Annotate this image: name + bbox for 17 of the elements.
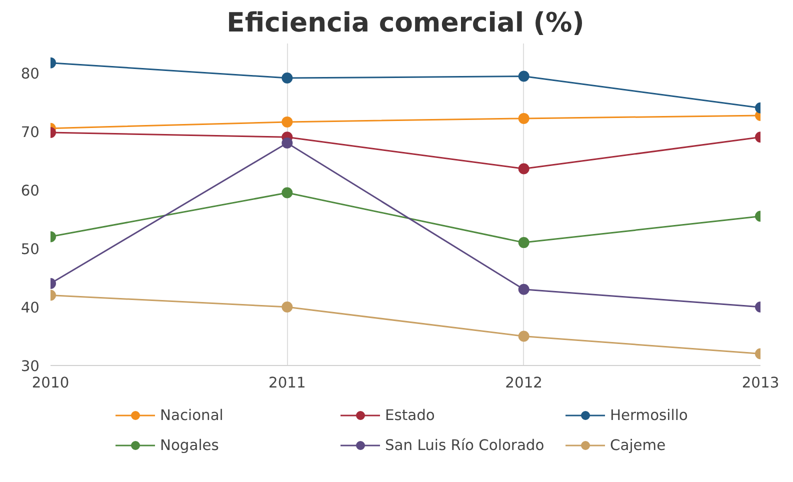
x-tick-label: 2013: [742, 374, 780, 392]
legend-label: San Luis Río Colorado: [385, 436, 546, 454]
y-tick-label: 60: [20, 182, 40, 200]
legend-label: Cajeme: [610, 436, 667, 454]
y-tick-label: 30: [20, 358, 40, 375]
legend-label: Estado: [385, 406, 436, 424]
legend-label: Nacional: [160, 406, 224, 424]
x-tick-label: 2012: [505, 374, 542, 392]
y-tick-label: 40: [20, 299, 40, 316]
x-tick-label: 2010: [32, 374, 70, 392]
legend-label: Nogales: [160, 436, 220, 454]
legend-label: Hermosillo: [610, 406, 689, 424]
y-tick-label: 80: [20, 65, 40, 82]
y-tick-label: 70: [20, 124, 40, 141]
chart-title: Eficiencia comercial (%): [226, 8, 584, 38]
y-tick-label: 50: [20, 240, 40, 258]
x-tick-label: 2011: [268, 374, 306, 392]
